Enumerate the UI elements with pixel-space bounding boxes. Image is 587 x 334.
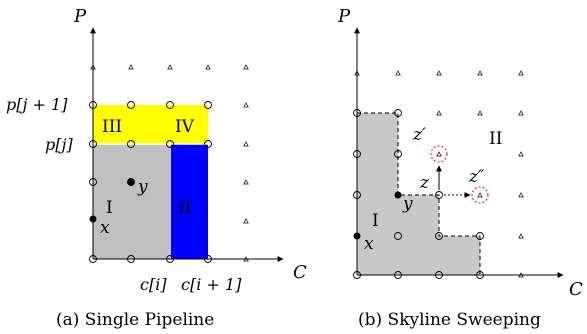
highlight-z-prime [430, 145, 448, 163]
region-gray-b [357, 113, 480, 275]
point-label-z: z [419, 173, 430, 193]
region-label-III: III [102, 117, 122, 137]
caption-b: (b) Skyline Sweeping [358, 310, 541, 330]
col-label-right: c[i + 1] [181, 275, 242, 294]
point-x-a [89, 215, 97, 223]
panel-a: P C p[j + 1] p[j] c[i] c[i + 1] I II III… [6, 6, 307, 330]
point-label-y-b: y [402, 194, 413, 214]
point-x-b [353, 232, 361, 240]
grid-triangles-b [354, 70, 524, 278]
x-axis-label-a: C [293, 262, 307, 283]
x-axis-label-b: C [569, 279, 583, 300]
point-y-a [127, 178, 135, 186]
point-y-b [394, 191, 402, 199]
y-axis-label-b: P [337, 6, 351, 27]
point-label-z-double-prime: z″ [468, 167, 485, 187]
region-blue [171, 144, 208, 259]
region-label-IV: IV [175, 117, 195, 137]
grid-triangles-a [90, 64, 249, 262]
grid-circles-b [353, 109, 484, 279]
point-label-x-a: x [100, 218, 110, 238]
caption-a: (a) Single Pipeline [56, 310, 214, 330]
point-label-z-prime: z′ [412, 125, 426, 145]
row-label-upper: p[j + 1] [6, 95, 68, 114]
region-label-II-b: II [489, 129, 502, 149]
point-label-y-a: y [137, 177, 148, 197]
col-label-left: c[i] [140, 275, 167, 294]
y-axis-label-a: P [73, 6, 87, 27]
region-label-I-a: I [106, 198, 113, 218]
row-label-lower: p[j] [45, 135, 73, 154]
region-yellow [93, 105, 208, 144]
panel-b: P C I II x y z z′ z″ (b) Skyline Sweepin… [337, 6, 583, 330]
highlight-z-double-prime [471, 186, 489, 204]
skyline-dashed [357, 112, 481, 275]
region-label-II-a: II [178, 198, 191, 218]
point-label-x-b: x [364, 234, 374, 254]
region-label-I-b: I [372, 211, 379, 231]
